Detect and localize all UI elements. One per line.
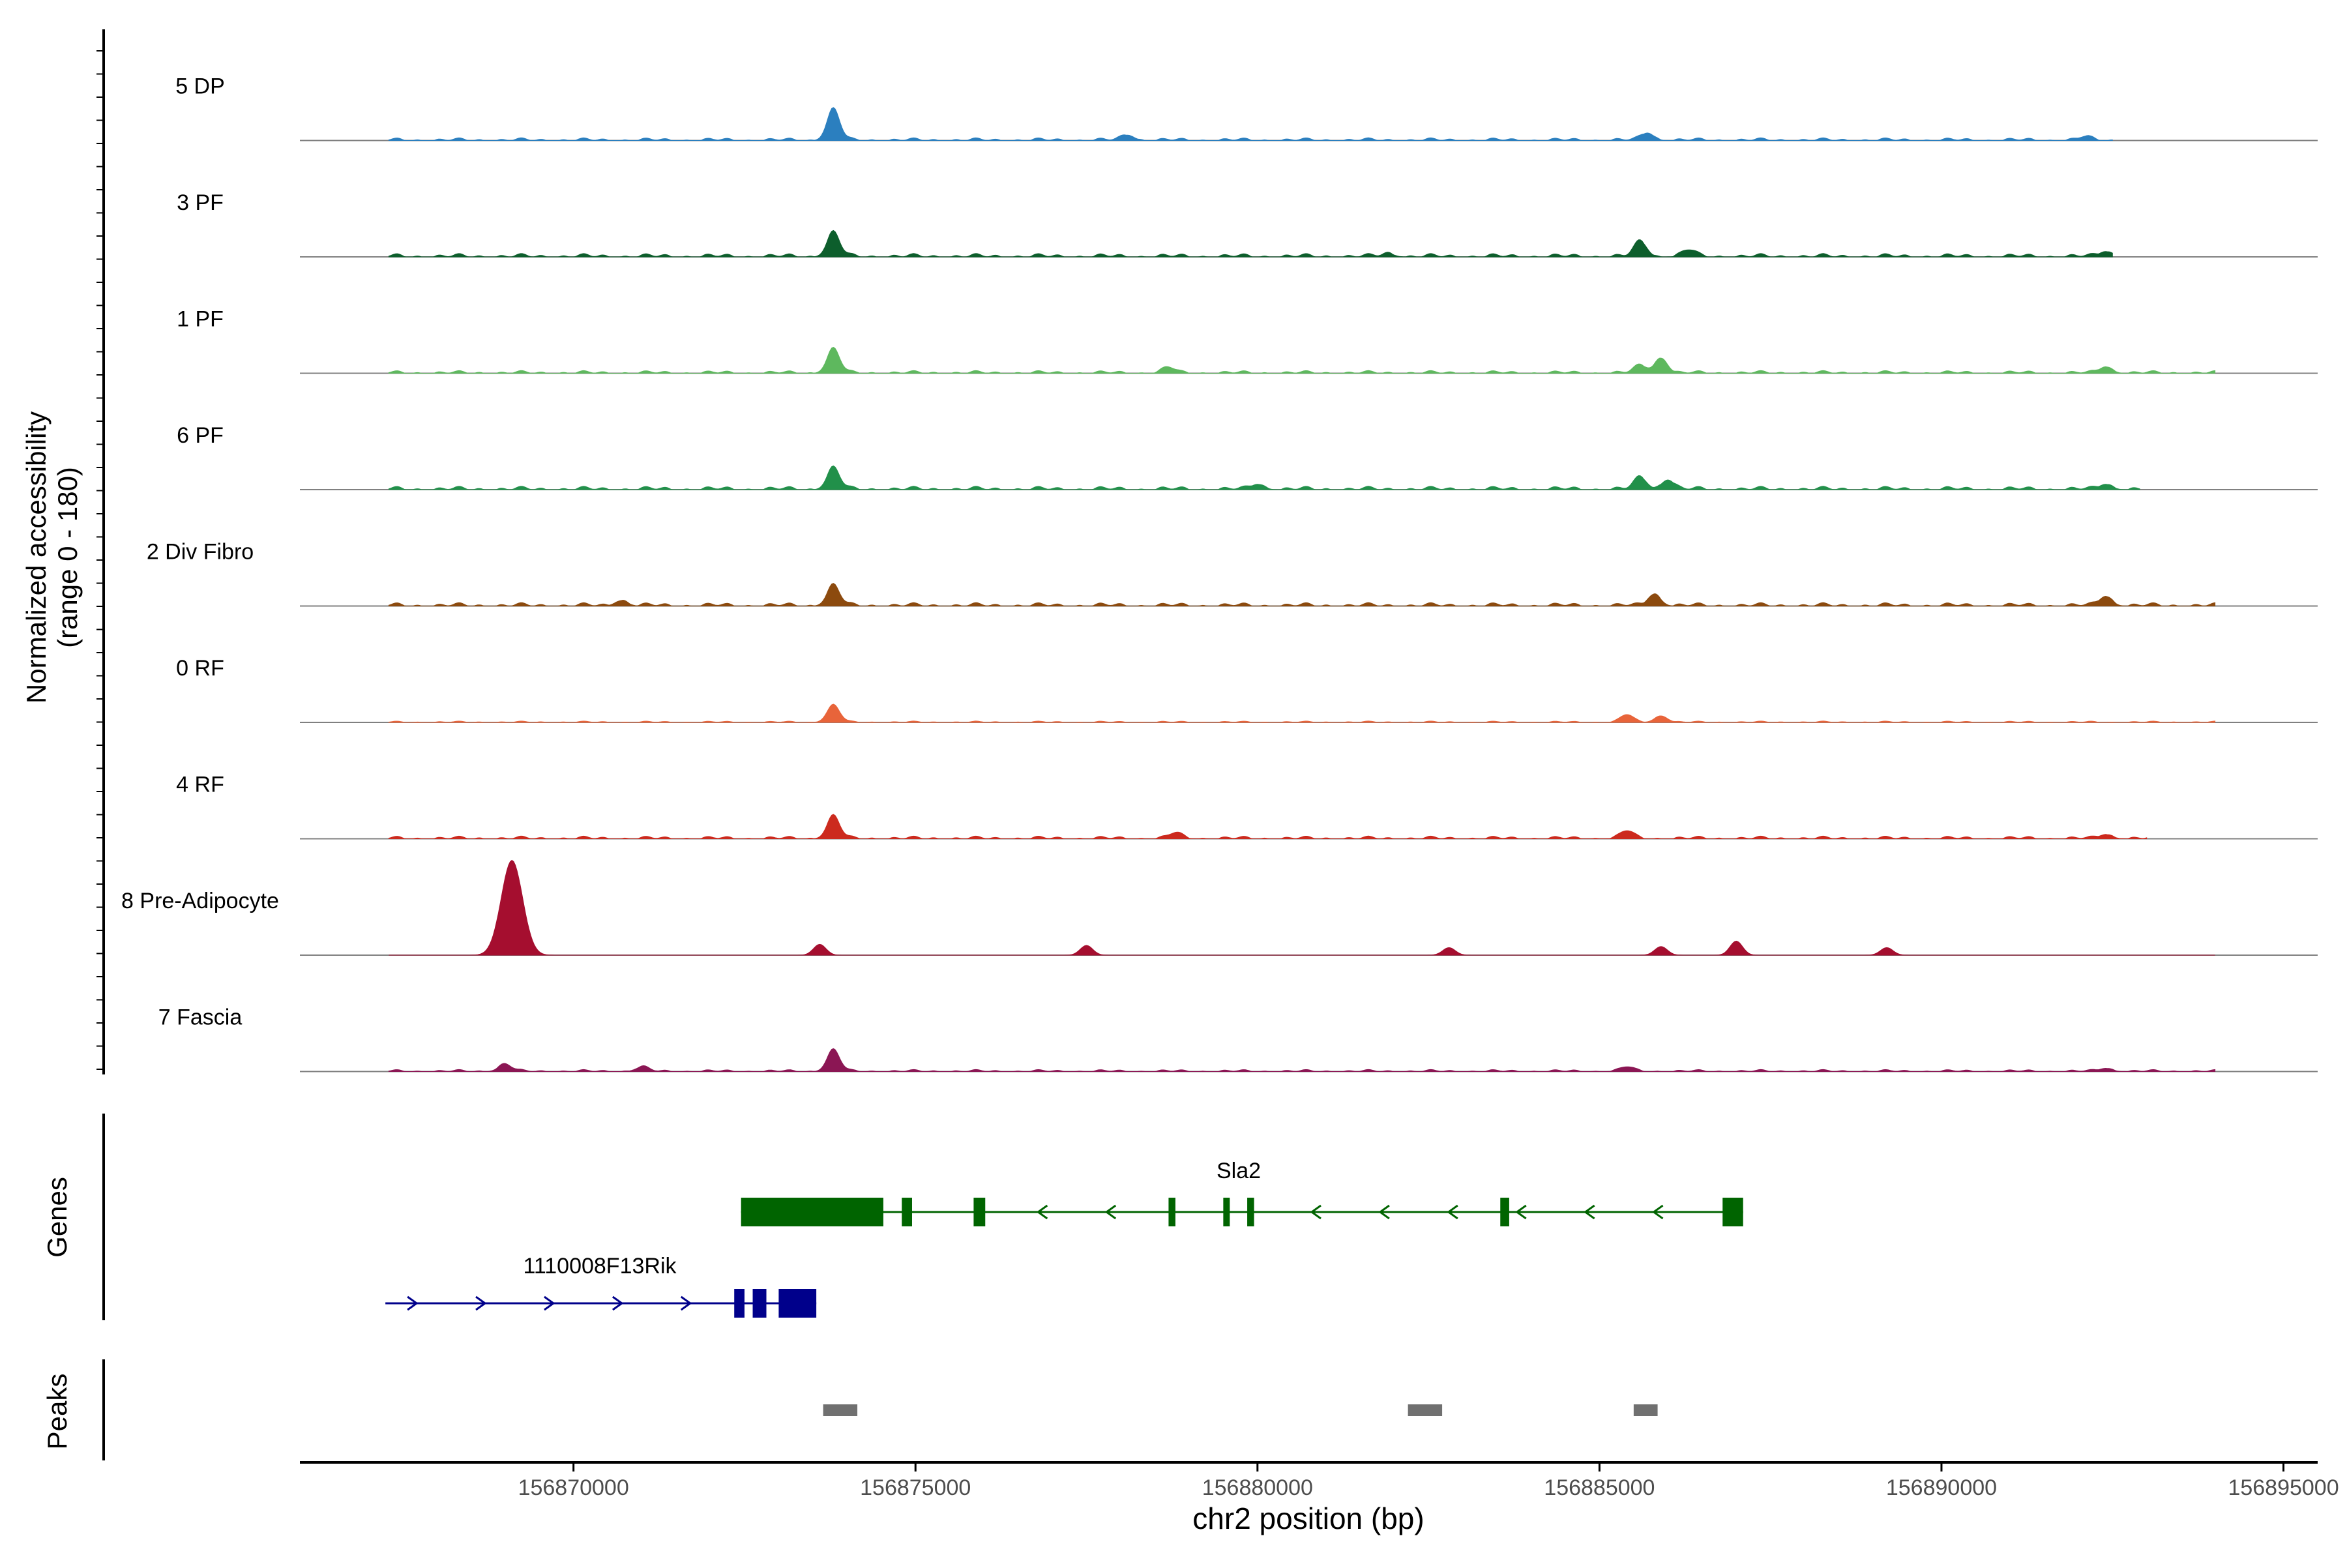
gene-exon <box>741 1198 883 1226</box>
gene-exon <box>752 1289 767 1318</box>
track-7: 8 Pre-Adipocyte <box>121 859 2318 956</box>
gene-exon <box>1722 1198 1743 1226</box>
coverage-tracks: 5 DP 3 PF 1 PF 6 PF 2 Div Fibro 0 RF 4 RF 8 Pre… <box>121 74 2318 1072</box>
x-axis-label: chr2 position (bp) <box>1192 1501 1424 1535</box>
track-2: 1 PF <box>177 307 2318 374</box>
track-6: 4 RF <box>176 773 2318 840</box>
gene-exon <box>734 1289 745 1318</box>
coverage-area <box>388 347 2216 374</box>
track-label: 1 PF <box>177 307 224 332</box>
gene-exon <box>973 1198 986 1226</box>
strand-arrow-icon <box>1651 1204 1664 1220</box>
genes-panel-label: Genes <box>42 1177 72 1258</box>
y-axis-label: Normalized accessibility <box>21 411 52 703</box>
peak-region <box>1408 1404 1443 1416</box>
x-tick-label: 156890000 <box>1886 1475 1997 1500</box>
track-5: 0 RF <box>176 656 2318 723</box>
track-label: 0 RF <box>176 656 224 681</box>
x-axis-ticks: 156870000 156875000 156880000 156885000 1568… <box>518 1462 2339 1500</box>
track-0: 5 DP <box>175 74 2318 141</box>
peak-region <box>823 1404 858 1416</box>
strand-arrow-icon <box>1104 1204 1117 1220</box>
strand-arrow-icon <box>1447 1204 1458 1220</box>
gene-exon <box>1223 1198 1230 1226</box>
strand-arrow-icon <box>1584 1204 1595 1220</box>
track-label: 7 Fascia <box>158 1005 243 1030</box>
gene-exon <box>778 1289 817 1318</box>
coverage-area <box>388 1048 2216 1072</box>
track-1: 3 PF <box>177 190 2318 258</box>
strand-arrow-icon <box>407 1295 419 1311</box>
strand-arrow-icon <box>475 1295 487 1311</box>
gene-label: Sla2 <box>1217 1159 1261 1183</box>
gene-exon <box>1247 1198 1254 1226</box>
coverage-area <box>389 859 2215 956</box>
coverage-area <box>388 703 2216 723</box>
gene-label: 1110008F13Rik <box>523 1254 677 1279</box>
coverage-area <box>388 583 2216 607</box>
strand-arrow-icon <box>1515 1204 1527 1220</box>
track-label: 8 Pre-Adipocyte <box>121 889 279 913</box>
peak-regions <box>823 1404 1658 1416</box>
gene-exon <box>902 1198 912 1226</box>
gene-exon <box>1500 1198 1509 1226</box>
coverage-area <box>388 229 2113 258</box>
track-label: 6 PF <box>177 423 224 448</box>
gene-models: Sla2 1110008F13Rik <box>385 1159 1743 1318</box>
strand-arrow-icon <box>680 1295 692 1311</box>
coverage-area <box>388 466 2140 490</box>
x-tick-label: 156895000 <box>2228 1475 2339 1500</box>
track-3: 6 PF <box>177 423 2318 490</box>
x-tick-label: 156870000 <box>518 1475 629 1500</box>
track-label: 4 RF <box>176 773 224 797</box>
strand-arrow-icon <box>544 1295 555 1311</box>
strand-arrow-icon <box>1378 1204 1390 1220</box>
track-label: 2 Div Fibro <box>147 540 254 565</box>
track-8: 7 Fascia <box>158 1005 2318 1072</box>
gene-Sla2: Sla2 <box>741 1159 1743 1226</box>
track-label: 5 DP <box>175 74 225 99</box>
coverage-axis-ticks <box>96 50 104 1070</box>
track-label: 3 PF <box>177 190 224 215</box>
coverage-area <box>388 814 2148 840</box>
gene-1110008F13Rik: 1110008F13Rik <box>385 1254 817 1318</box>
peaks-panel-label: Peaks <box>42 1374 72 1450</box>
coverage-area <box>388 107 2113 141</box>
track-4: 2 Div Fibro <box>147 540 2318 607</box>
x-tick-label: 156880000 <box>1202 1475 1313 1500</box>
x-tick-label: 156885000 <box>1544 1475 1655 1500</box>
gene-exon <box>1168 1198 1175 1226</box>
strand-arrow-icon <box>1036 1204 1048 1220</box>
y-axis-range-label: (range 0 - 180) <box>52 467 83 648</box>
x-tick-label: 156875000 <box>860 1475 971 1500</box>
strand-arrow-icon <box>1310 1204 1321 1220</box>
peak-region <box>1633 1404 1658 1416</box>
strand-arrow-icon <box>612 1295 624 1311</box>
